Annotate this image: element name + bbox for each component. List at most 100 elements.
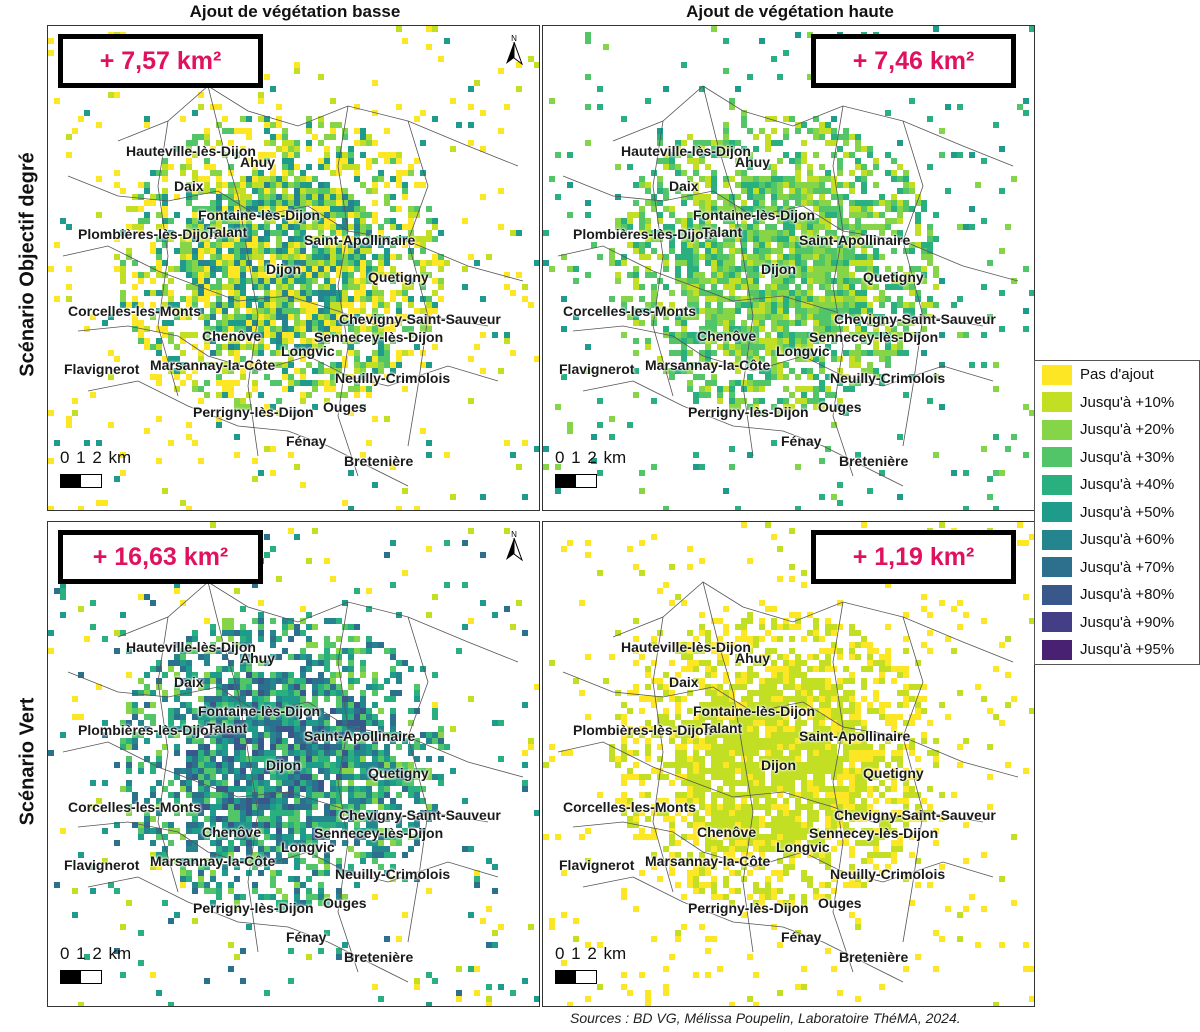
town-label: Corcelles-les-Monts [563,799,697,815]
scale-label: 0 1 2 km [60,448,132,467]
town-label: Bretenière [839,949,909,965]
town-label: Saint-Apollinaire [304,232,416,248]
town-label: Flavignerot [559,857,635,873]
vegetation-raster [543,522,1034,1006]
north-arrow-icon: N [506,34,524,66]
town-label: Talant [207,224,248,240]
svg-text:N: N [511,34,517,43]
town-label: Bretenière [344,949,414,965]
town-label: Longvic [776,839,830,855]
town-label: Chevigny-Saint-Sauveur [834,311,996,327]
svg-text:N: N [511,530,517,539]
legend-swatch [1042,419,1072,440]
town-label: Flavignerot [559,361,635,377]
town-label: Quetigny [368,269,429,285]
town-label: Corcelles-les-Monts [68,303,202,319]
town-label: Neuilly-Crimolois [335,370,451,386]
scale-graphic [60,474,102,488]
town-label: Perrigny-lès-Dijon [193,404,314,420]
scale-bar: 0 1 2 km [555,448,626,488]
town-label: Longvic [281,839,335,855]
scale-label: 0 1 2 km [555,944,627,963]
town-label: Fénay [286,929,327,945]
legend-swatch [1042,639,1072,660]
town-label: Chenôve [697,824,757,840]
town-label: Longvic [281,343,335,359]
legend-label: Jusqu'à +20% [1080,421,1175,439]
legend-swatch [1042,584,1072,605]
town-label: Dijon [266,261,301,277]
town-label: Ouges [323,399,367,415]
town-label: Saint-Apollinaire [799,232,911,248]
legend-item: Jusqu'à +95% [1035,636,1199,664]
town-label: Quetigny [863,765,924,781]
town-label: Ahuy [735,650,770,666]
town-label: Ouges [323,895,367,911]
vegetation-raster [48,26,539,510]
legend-label: Jusqu'à +90% [1080,613,1175,631]
legend-swatch [1042,447,1072,468]
town-label: Quetigny [368,765,429,781]
legend-label: Jusqu'à +50% [1080,503,1175,521]
legend-label: Jusqu'à +60% [1080,531,1175,549]
legend-item: Jusqu'à +20% [1035,416,1199,444]
town-label: Dijon [266,757,301,773]
legend-label: Jusqu'à +80% [1080,586,1175,604]
row-title-vert: Scénario Vert [16,697,39,826]
legend-item: Jusqu'à +70% [1035,554,1199,582]
town-label: Sennecey-lès-Dijon [314,825,444,841]
legend-label: Jusqu'à +40% [1080,476,1175,494]
town-label: Ouges [818,895,862,911]
scale-label: 0 1 2 km [555,448,627,467]
town-label: Dijon [761,757,796,773]
town-label: Hauteville-lès-Dijon [621,639,751,655]
legend-label: Jusqu'à +95% [1080,641,1175,659]
town-label: Dijon [761,261,796,277]
map-panel-objectif-haute: Hauteville-lès-Dijon Ahuy Daix Fontaine-lès… [542,25,1035,511]
town-label: Chenôve [202,328,262,344]
town-label: Sennecey-lès-Dijon [314,329,444,345]
town-label: Ahuy [240,650,275,666]
town-label: Perrigny-lès-Dijon [193,900,314,916]
legend-item: Jusqu'à +10% [1035,389,1199,417]
town-label: Fontaine-lès-Dijon [693,207,816,223]
town-label: Saint-Apollinaire [304,728,416,744]
legend-swatch [1042,364,1072,385]
town-label: Chenôve [202,824,262,840]
map-panel-objectif-basse: Hauteville-lès-Dijon Ahuy Daix Fontaine-lès… [47,25,540,511]
legend-swatch [1042,392,1072,413]
town-label: Sennecey-lès-Dijon [809,329,939,345]
legend-item: Jusqu'à +80% [1035,581,1199,609]
scale-graphic [555,474,597,488]
legend-label: Jusqu'à +10% [1080,393,1175,411]
town-label: Perrigny-lès-Dijon [688,404,809,420]
town-label: Fénay [781,929,822,945]
town-label: Quetigny [863,269,924,285]
town-label: Flavignerot [64,361,140,377]
legend-item: Jusqu'à +90% [1035,609,1199,637]
town-label: Fontaine-lès-Dijon [198,207,321,223]
town-label: Corcelles-les-Monts [68,799,202,815]
legend-swatch [1042,529,1072,550]
town-label: Marsannay-la-Côte [150,853,276,869]
town-label: Plombières-lès-Dijon [78,226,218,242]
town-label: Fontaine-lès-Dijon [693,703,816,719]
town-label: Fénay [781,433,822,449]
area-increase-box: + 16,63 km² [58,530,263,584]
town-label: Daix [174,178,204,194]
legend-item: Jusqu'à +40% [1035,471,1199,499]
town-label: Marsannay-la-Côte [150,357,276,373]
town-label: Hauteville-lès-Dijon [126,639,256,655]
town-label: Corcelles-les-Monts [563,303,697,319]
scale-bar: 0 1 2 km [60,944,131,984]
town-label: Daix [669,674,699,690]
town-label: Bretenière [344,453,414,469]
scale-bar: 0 1 2 km [555,944,626,984]
town-label: Longvic [776,343,830,359]
column-title-low-vegetation: Ajout de végétation basse [189,2,401,21]
town-label: Chevigny-Saint-Sauveur [339,807,501,823]
map-panel-vert-basse: Hauteville-lès-Dijon Ahuy Daix Fontaine-lès… [47,521,540,1007]
town-label: Plombières-lès-Dijon [573,722,713,738]
town-label: Talant [702,720,743,736]
vegetation-raster [48,522,539,1006]
